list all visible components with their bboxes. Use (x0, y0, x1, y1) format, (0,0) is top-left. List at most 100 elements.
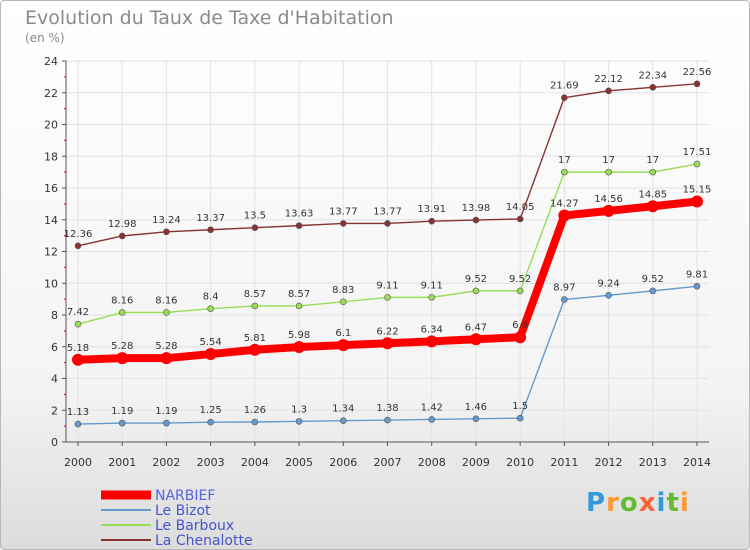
data-label: 5.54 (200, 337, 222, 348)
logo-letter: r (606, 488, 620, 518)
data-label: 9.52 (465, 274, 487, 285)
logo-letter: P (586, 488, 607, 518)
x-tick-label: 2006 (329, 456, 357, 469)
data-point (74, 242, 82, 250)
data-point (163, 309, 170, 316)
data-label: 22.12 (594, 74, 623, 85)
data-label: 8.57 (288, 289, 310, 300)
data-point (516, 287, 524, 295)
data-point (425, 335, 438, 348)
data-label: 9.81 (686, 269, 708, 280)
data-point (602, 204, 615, 217)
data-label: 17 (646, 155, 659, 166)
x-tick-label: 2007 (374, 456, 402, 469)
x-tick-label: 2001 (108, 456, 136, 469)
data-point (207, 305, 214, 312)
data-point (649, 287, 657, 295)
data-point (693, 80, 701, 88)
data-label: 21.69 (550, 81, 579, 92)
data-point (693, 160, 701, 168)
data-label: 13.77 (329, 206, 358, 217)
data-label: 15.15 (683, 184, 712, 195)
data-point (472, 415, 480, 423)
logo-letter: i (679, 488, 690, 518)
data-point (116, 352, 129, 365)
data-label: 7.42 (67, 307, 89, 318)
data-label: 9.24 (597, 278, 619, 289)
data-label: 5.28 (155, 341, 177, 352)
data-point (558, 209, 571, 222)
legend-label: Le Barboux (155, 518, 234, 534)
data-point (295, 222, 303, 229)
data-point (516, 414, 524, 422)
data-point (561, 296, 568, 303)
data-point (384, 220, 391, 227)
legend-label: Le Bizot (155, 503, 211, 519)
data-point (428, 217, 436, 225)
data-label: 1.34 (332, 404, 354, 415)
data-label: 9.52 (509, 274, 531, 285)
data-label: 5.28 (111, 341, 133, 352)
y-tick-label: 22 (44, 87, 58, 100)
proxiti-logo: Proxiti (586, 488, 690, 518)
data-label: 22.56 (683, 67, 712, 78)
y-tick-label: 8 (51, 309, 58, 322)
data-point (118, 232, 126, 240)
data-label: 9.52 (642, 274, 664, 285)
data-point (207, 418, 214, 426)
y-tick-label: 2 (51, 404, 58, 417)
data-point (605, 87, 612, 95)
data-point (251, 224, 259, 231)
data-label: 8.83 (332, 285, 354, 296)
data-label: 14.56 (594, 194, 623, 205)
data-point (163, 228, 170, 236)
data-point (339, 298, 347, 306)
data-point (339, 417, 347, 425)
data-label: 1.26 (244, 405, 266, 416)
x-tick-label: 2008 (418, 456, 446, 469)
data-point (691, 195, 703, 208)
data-point (384, 294, 391, 301)
logo-letter: x (638, 488, 657, 518)
data-label: 13.37 (196, 213, 225, 224)
data-point (381, 337, 394, 350)
data-point (163, 419, 170, 427)
data-point (337, 339, 350, 352)
data-point (428, 416, 436, 423)
data-point (646, 200, 659, 213)
data-labels: 7.42 8.16 8.16 8.4 8.57 8.57 8.83 9.11 9.11 9.52 9… (64, 67, 712, 418)
data-point (251, 302, 259, 310)
data-label: 13.91 (417, 204, 446, 215)
data-point (72, 353, 84, 366)
y-tick-label: 16 (44, 182, 58, 195)
x-tick-label: 2004 (241, 456, 269, 469)
data-point (160, 352, 173, 365)
chart-subtitle: (en %) (25, 31, 65, 45)
y-tick-label: 24 (44, 55, 58, 68)
legend-label: NARBIEF (155, 488, 215, 504)
data-point (649, 84, 657, 91)
logo-letter: i (656, 488, 667, 518)
data-point (472, 287, 480, 295)
data-label: 1.38 (376, 403, 398, 414)
data-point (605, 168, 612, 176)
x-tick-label: 2009 (462, 456, 490, 469)
y-tick-label: 14 (44, 214, 58, 227)
x-tick-label: 2005 (285, 456, 313, 469)
data-label: 8.97 (553, 283, 575, 294)
data-label: 13.24 (152, 215, 181, 226)
y-tick-label: 20 (44, 119, 58, 132)
data-point (605, 292, 612, 299)
data-point (472, 216, 480, 224)
data-point (207, 226, 214, 234)
data-label: 6.34 (421, 324, 443, 335)
data-point (561, 168, 568, 176)
data-label: 13.77 (373, 206, 402, 217)
data-label: 5.81 (244, 333, 266, 344)
data-point (428, 294, 436, 301)
data-label: 17 (602, 155, 615, 166)
